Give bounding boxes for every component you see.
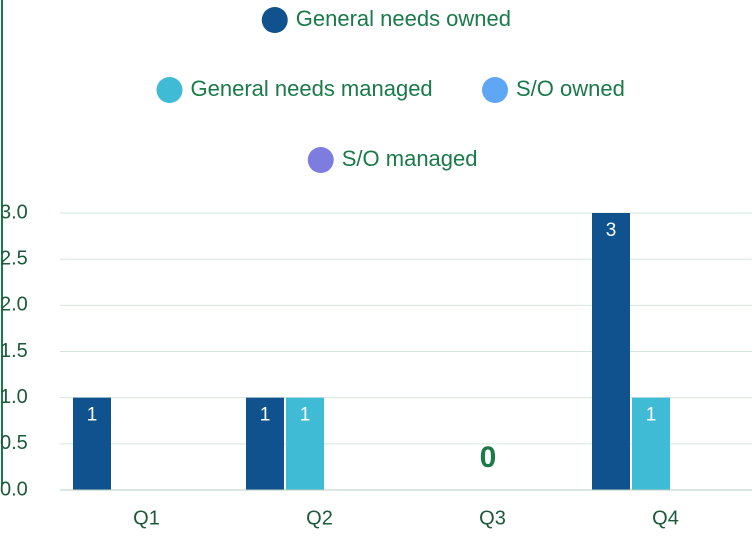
bar <box>286 397 324 490</box>
bar <box>592 213 630 490</box>
x-tick-label: Q3 <box>479 507 506 529</box>
bar <box>73 397 111 490</box>
data-label: 1 <box>300 405 311 426</box>
y-tick-label: 2.5 <box>0 247 28 269</box>
annotation: 0 <box>480 441 497 474</box>
x-tick-label: Q1 <box>133 507 160 529</box>
y-tick-label: 0.0 <box>0 478 28 500</box>
bar <box>632 397 670 490</box>
y-tick-label: 1.0 <box>0 386 28 408</box>
legend-label: General needs managed <box>191 76 433 101</box>
legend-label: S/O owned <box>516 76 625 101</box>
y-tick-label: 3.0 <box>0 201 28 223</box>
legend-swatch <box>307 147 334 173</box>
y-tick-label: 2.0 <box>0 294 28 316</box>
y-tick-label: 0.5 <box>0 432 28 454</box>
x-tick-label: Q2 <box>306 507 333 529</box>
legend-swatch <box>482 77 508 103</box>
data-label: 3 <box>606 220 617 241</box>
legend-swatch <box>156 77 183 103</box>
legend-label: General needs owned <box>296 6 511 31</box>
x-tick-label: Q4 <box>652 507 679 529</box>
data-label: 1 <box>260 405 271 426</box>
data-label: 1 <box>646 405 657 426</box>
bar <box>246 397 284 490</box>
legend-swatch <box>261 7 288 33</box>
data-label: 1 <box>87 405 98 426</box>
legend-label: S/O managed <box>342 146 478 171</box>
y-tick-label: 1.5 <box>0 340 28 362</box>
